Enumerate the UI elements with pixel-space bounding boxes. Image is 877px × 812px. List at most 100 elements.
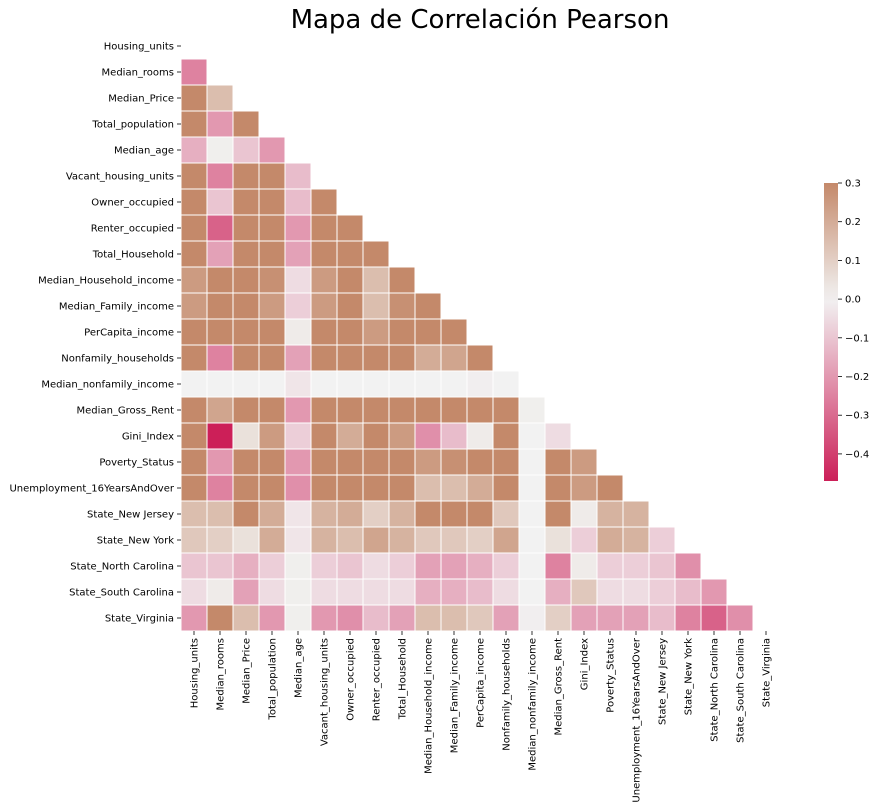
y-tick-label: State_Virginia <box>105 614 174 625</box>
y-tick-label: Total_Household <box>92 250 174 261</box>
heatmap-cell <box>596 500 624 528</box>
heatmap-cell <box>284 214 312 242</box>
heatmap-cell <box>362 318 390 346</box>
x-tick-label: State_South Carolina <box>736 638 747 743</box>
heatmap-cell <box>388 396 416 424</box>
heatmap-cell <box>284 500 312 528</box>
heatmap-cell <box>284 162 312 190</box>
heatmap-cell <box>258 370 286 398</box>
heatmap-cell <box>570 578 598 606</box>
heatmap-cell <box>388 370 416 398</box>
heatmap-cell <box>570 500 598 528</box>
y-tick-label: PerCapita_income <box>84 328 174 339</box>
x-tick-label: Median_Gross_Rent <box>554 638 565 736</box>
heatmap-cell <box>440 526 468 554</box>
heatmap-cell <box>284 604 312 632</box>
y-tick-label: Renter_occupied <box>91 224 174 235</box>
heatmap-cell <box>284 422 312 450</box>
heatmap-cell <box>544 526 572 554</box>
heatmap-cell <box>232 188 260 216</box>
heatmap-cell <box>674 578 702 606</box>
heatmap-cell <box>310 188 338 216</box>
heatmap-cell <box>206 110 234 138</box>
heatmap-cell <box>388 500 416 528</box>
heatmap-cell <box>466 604 494 632</box>
heatmap-cell <box>180 58 208 86</box>
heatmap-cell <box>492 448 520 476</box>
heatmap-cell <box>622 526 650 554</box>
heatmap-cell <box>232 448 260 476</box>
heatmap-cell <box>206 422 234 450</box>
heatmap-cell <box>284 474 312 502</box>
heatmap-cell <box>466 396 494 424</box>
colorbar-tick-label: −0.4 <box>845 449 869 460</box>
heatmap-cell <box>492 552 520 580</box>
heatmap-cell <box>388 318 416 346</box>
heatmap-cell <box>596 474 624 502</box>
y-tick-label: Vacant_housing_units <box>66 172 174 183</box>
heatmap-cell <box>180 266 208 294</box>
heatmap-cell <box>414 448 442 476</box>
heatmap-cell <box>336 240 364 268</box>
heatmap-cell <box>284 396 312 424</box>
heatmap-cell <box>258 474 286 502</box>
heatmap-cell <box>284 526 312 554</box>
heatmap-cell <box>336 500 364 528</box>
heatmap-cell <box>206 604 234 632</box>
y-tick-label: Median_nonfamily_income <box>41 380 174 391</box>
heatmap-cell <box>180 396 208 424</box>
heatmap-cell <box>518 604 546 632</box>
heatmap-cell <box>232 578 260 606</box>
heatmap-cell <box>700 578 728 606</box>
heatmap-cell <box>232 396 260 424</box>
heatmap-cell <box>622 552 650 580</box>
heatmap-cell <box>466 578 494 606</box>
heatmap-cell <box>284 318 312 346</box>
heatmap-cell <box>180 214 208 242</box>
x-tick-label: Total_population <box>268 638 279 721</box>
heatmap-cell <box>388 526 416 554</box>
heatmap-cell <box>518 396 546 424</box>
heatmap-cell <box>674 604 702 632</box>
x-tick-label: Poverty_Status <box>606 638 617 713</box>
heatmap-cell <box>544 448 572 476</box>
heatmap-cell <box>310 370 338 398</box>
heatmap-cell <box>466 552 494 580</box>
heatmap-cell <box>310 318 338 346</box>
heatmap-cell <box>206 292 234 320</box>
heatmap-cell <box>180 500 208 528</box>
y-tick-label: Median_Gross_Rent <box>77 406 175 417</box>
heatmap-cell <box>440 422 468 450</box>
heatmap-cell <box>206 344 234 372</box>
heatmap-cell <box>310 240 338 268</box>
x-tick-label: Median_rooms <box>216 638 227 710</box>
heatmap-cell <box>544 552 572 580</box>
heatmap-cell <box>232 526 260 554</box>
heatmap-cell <box>232 370 260 398</box>
heatmap-cell <box>466 448 494 476</box>
y-tick-label: Median_Family_income <box>59 302 174 313</box>
x-tick-label: Nonfamily_households <box>502 638 513 751</box>
heatmap-cell <box>206 500 234 528</box>
heatmap-cell <box>206 474 234 502</box>
heatmap-cell <box>414 474 442 502</box>
x-tick-label: State_North Carolina <box>710 638 721 742</box>
heatmap-cell <box>362 474 390 502</box>
heatmap-cell <box>388 266 416 294</box>
heatmap-cell <box>180 292 208 320</box>
colorbar-tick-label: 0.0 <box>845 295 861 306</box>
heatmap-cell <box>310 474 338 502</box>
heatmap-cell <box>232 474 260 502</box>
heatmap-cell <box>258 578 286 606</box>
heatmap-cell <box>362 370 390 398</box>
heatmap-cell <box>258 318 286 346</box>
heatmap-cell <box>466 344 494 372</box>
heatmap-cell <box>180 136 208 164</box>
heatmap-cell <box>206 552 234 580</box>
colorbar-tick-label: −0.3 <box>845 411 869 422</box>
cells-layer <box>180 58 754 632</box>
heatmap-cell <box>206 318 234 346</box>
heatmap-cell <box>492 370 520 398</box>
heatmap-cell <box>206 370 234 398</box>
x-tick-label: Housing_units <box>190 638 201 708</box>
